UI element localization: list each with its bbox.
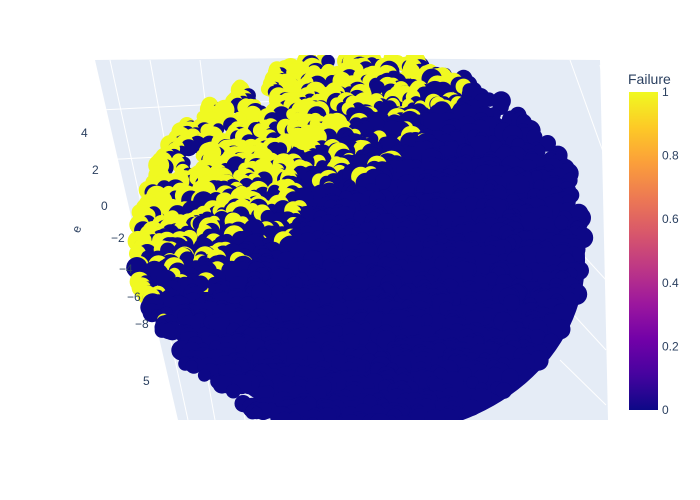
axis-depth-tick-label: 5 xyxy=(143,374,150,388)
scatter-point xyxy=(509,174,530,194)
scatter-point xyxy=(485,367,505,387)
colorbar-tick-label: 0.6 xyxy=(662,212,679,226)
scatter-point xyxy=(466,376,479,389)
axis-left-tick-label: 0 xyxy=(101,199,108,213)
scatter-point xyxy=(495,382,512,399)
scatter-points xyxy=(126,55,594,420)
scatter-point xyxy=(503,294,520,311)
scatter-point xyxy=(550,319,571,340)
axis-left-tick-label: −6 xyxy=(127,290,141,304)
scatter-point xyxy=(424,409,446,420)
scatter-point xyxy=(526,129,543,145)
colorbar-tick-label: 0.8 xyxy=(662,149,679,163)
scatter-point xyxy=(160,322,177,340)
scatter-point xyxy=(275,411,294,420)
scatter-point xyxy=(374,173,391,190)
colorbar-title: Failure xyxy=(628,71,671,87)
axis-depth-ticks: 5 xyxy=(143,374,150,388)
colorbar-tick-label: 0.4 xyxy=(662,276,679,290)
scatter-point xyxy=(554,215,569,230)
scatter-point xyxy=(528,329,545,346)
scatter-point xyxy=(397,285,412,300)
scatter-point xyxy=(409,408,430,420)
scatter-point xyxy=(307,417,319,420)
colorbar: Failure 0 0.2 0.4 0.6 0.8 1 xyxy=(628,71,679,417)
scatter-point xyxy=(262,225,275,238)
scatter-point xyxy=(310,385,327,402)
colorbar-ticks: 0 0.2 0.4 0.6 0.8 1 xyxy=(662,85,679,417)
scatter-point xyxy=(470,135,491,156)
scatter-point xyxy=(434,256,449,271)
scatter-point xyxy=(501,368,519,386)
axis-left-ticks: 4 2 0 −2 −4 −6 −8 xyxy=(81,126,149,331)
axis-left-tick-label: 4 xyxy=(81,126,88,140)
colorbar-tick-label: 0.2 xyxy=(662,339,679,353)
scatter-point xyxy=(463,399,481,416)
colorbar-tick-label: 1 xyxy=(662,85,669,99)
scatter-point xyxy=(185,360,198,373)
scatter-point xyxy=(423,112,444,133)
scatter-point xyxy=(520,212,539,231)
axis-title-fragment: e xyxy=(69,223,85,234)
scatter-point xyxy=(420,247,434,260)
scatter-point xyxy=(342,414,361,420)
scatter-point xyxy=(370,413,391,420)
scatter-point xyxy=(372,80,385,94)
scatter-point xyxy=(520,269,533,283)
colorbar-gradient xyxy=(629,92,658,410)
axis-left-tick-label: −8 xyxy=(135,317,149,331)
axis-left-tick-label: −2 xyxy=(111,231,125,245)
scatter-point xyxy=(302,409,324,420)
scatter-point xyxy=(485,272,499,286)
scatter-point xyxy=(226,383,241,399)
scatter-point xyxy=(406,239,424,257)
axis-left-tick-label: −4 xyxy=(119,262,133,276)
colorbar-tick-label: 0 xyxy=(662,403,669,417)
scatter-point xyxy=(463,196,480,212)
scatter-point xyxy=(396,415,413,420)
scatter-point xyxy=(250,406,263,420)
axis-left-tick-label: 2 xyxy=(92,163,99,177)
scatter-point xyxy=(380,228,396,244)
scatter-point xyxy=(197,368,211,382)
